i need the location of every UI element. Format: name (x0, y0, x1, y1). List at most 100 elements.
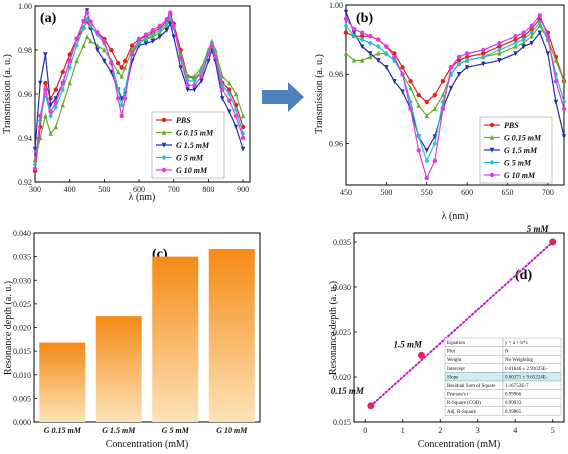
b-y-tick-label: 1.00 (329, 1, 343, 10)
c-x-tick-label: G 1.5 mM (102, 426, 136, 435)
a-y-tick-label: 0.98 (18, 46, 32, 55)
b-x-tick-label: 500 (380, 188, 392, 197)
c-y-tick-label: 0.040 (13, 229, 31, 238)
b-legend-label: G 10 mM (504, 171, 536, 180)
panel-b-y-label: Transmission (a. u.) (314, 54, 325, 134)
b-series-4-point (545, 33, 551, 39)
a-series-0-point (116, 61, 121, 66)
a-series-4-point (119, 113, 124, 119)
d-table-key: Plot (447, 350, 456, 355)
a-series-3-point (240, 130, 246, 137)
a-legend-swatch-marker (161, 154, 167, 161)
a-x-tick-label: 900 (237, 185, 249, 194)
a-legend-swatch-marker (161, 167, 167, 173)
a-series-1-point (60, 102, 65, 108)
b-series-3-point (513, 40, 518, 46)
a-series-3-point (157, 27, 163, 33)
b-series-4-point (343, 16, 349, 22)
a-series-1-point (81, 42, 86, 48)
b-legend-swatch-marker (489, 172, 495, 178)
a-x-tick-label: 800 (202, 185, 214, 194)
a-series-2-point (32, 146, 38, 152)
panel-b-x-label: λ (nm) (442, 211, 469, 222)
b-series-2-point (400, 89, 405, 95)
panel-b-frame (345, 4, 565, 186)
a-series-3-point (116, 86, 121, 93)
a-series-2-point (206, 58, 211, 64)
a-series-2-point (53, 96, 59, 102)
a-series-3-point (119, 102, 124, 108)
a-series-4-point (143, 32, 149, 37)
a-series-2-point (233, 124, 239, 130)
a-series-4-point (178, 56, 183, 61)
c-bar (95, 316, 142, 422)
d-table-value: y = a + b*x (505, 341, 528, 346)
d-point (549, 238, 557, 246)
a-series-1-point (116, 69, 121, 75)
d-x-tick-label: 0 (363, 426, 367, 435)
b-series-4-point (351, 27, 357, 32)
a-series-4-point (185, 83, 190, 88)
b-series-0-point (464, 54, 470, 60)
b-series-2-point (513, 51, 518, 57)
a-series-4-point (84, 10, 90, 15)
b-series-2-point (545, 51, 551, 57)
b-series-0-point (400, 65, 405, 70)
a-series-2-point (48, 102, 53, 108)
d-x-tick-label: 5 (551, 426, 555, 435)
a-series-0-point (129, 43, 135, 48)
a-legend-label: G 0.15 mM (176, 129, 214, 138)
transition-arrow (262, 82, 304, 112)
d-point-label: 5 mM (527, 224, 550, 234)
a-series-4-point (209, 43, 215, 48)
b-series-0-point (432, 92, 438, 98)
d-y-tick-label: 0.020 (333, 373, 351, 382)
b-series-1-point (432, 106, 438, 112)
b-series-4-point (384, 44, 389, 49)
panel-d: (d) 0 1 2 3 4 5 0.015 0.020 0.025 0.030 0.035 0.15… (328, 224, 565, 450)
d-point (367, 402, 375, 410)
a-series-4-point (157, 23, 163, 28)
panel-c-x-label: Concentration (mM) (106, 439, 188, 450)
a-series-2-point (199, 78, 204, 84)
a-series-2-point (178, 65, 183, 71)
b-series-3-point (376, 43, 381, 50)
b-series-3-point (529, 29, 534, 36)
b-series-2-point (456, 72, 462, 77)
b-series-3-point (432, 140, 438, 147)
b-x-tick-label: 700 (542, 188, 554, 197)
a-series-0-point (67, 52, 72, 57)
a-legend-box (151, 111, 225, 179)
a-series-1-point (88, 38, 93, 44)
c-x-tick-label: G 5 mM (162, 426, 190, 435)
b-series-4-point (448, 65, 454, 70)
b-series-3-point (416, 133, 421, 140)
a-legend-label: G 5 mM (176, 154, 204, 163)
b-series-3-point (343, 23, 349, 29)
b-series-3-point (456, 61, 462, 67)
b-series-0-point (456, 58, 462, 63)
b-series-2-point (537, 30, 542, 36)
a-series-4-point (74, 36, 79, 42)
b-x-tick-label: 450 (340, 188, 352, 197)
b-series-4-point (561, 106, 567, 112)
d-table-value: 0.01646 ± 2.91025E- (505, 367, 548, 372)
a-series-2-point (150, 39, 156, 44)
a-series-4-point (150, 28, 156, 33)
a-series-2-point (185, 87, 190, 93)
b-series-1-point (521, 40, 526, 46)
a-series-4-point (220, 87, 225, 92)
b-series-1-point (359, 57, 365, 63)
b-x-tick-label: 600 (461, 188, 473, 197)
a-legend-label: G 1.5 mM (176, 141, 210, 150)
d-point-label: 1.5 mM (394, 339, 424, 349)
b-y-tick-label: 0.98 (329, 70, 343, 79)
a-series-3-point (226, 91, 232, 97)
panel-b: (b) 450 500 550 600 650 700 0.96 0.98 1.00 PBS G … (314, 1, 567, 222)
panel-d-label: (d) (515, 268, 532, 283)
b-series-4-point (529, 23, 534, 28)
b-series-4-point (481, 47, 486, 53)
d-table-key: Residual Sum of Square (447, 384, 496, 389)
b-series-2-point (359, 44, 365, 50)
a-series-3-point (150, 31, 156, 38)
